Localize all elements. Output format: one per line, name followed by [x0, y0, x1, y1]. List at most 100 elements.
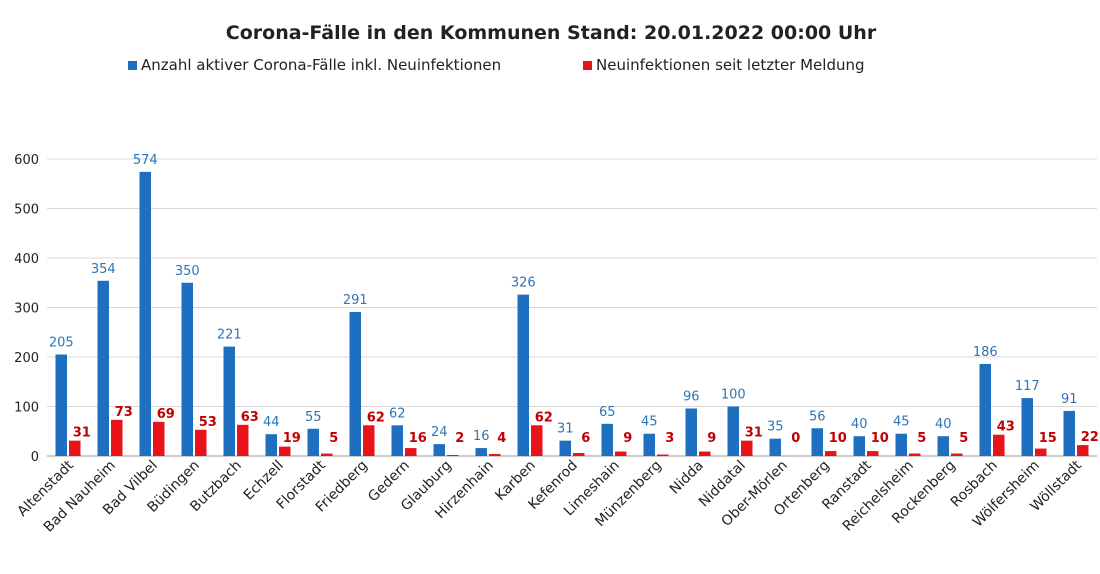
data-label-new-infections: 3 — [665, 431, 674, 446]
data-label-active-cases: 205 — [49, 336, 74, 351]
gridlines — [47, 158, 1097, 457]
bar-active-cases — [643, 433, 655, 456]
y-tick-label: 300 — [14, 302, 39, 317]
data-label-new-infections: 73 — [115, 405, 133, 420]
bar-active-cases — [601, 423, 613, 456]
data-label-active-cases: 117 — [1015, 379, 1040, 394]
data-label-active-cases: 96 — [683, 389, 700, 404]
bar-active-cases — [685, 408, 697, 456]
bar-new-infections — [573, 453, 585, 456]
y-tick-label: 100 — [14, 401, 39, 416]
bar-active-cases — [937, 436, 949, 456]
data-label-new-infections: 2 — [455, 431, 464, 446]
data-label-new-infections: 10 — [871, 431, 889, 446]
y-axis: 0 100 200 300 400 500 600 — [14, 153, 39, 465]
data-label-active-cases: 574 — [133, 153, 158, 168]
bar-new-infections — [237, 424, 249, 456]
bar-active-cases — [1063, 410, 1075, 456]
bar-active-cases — [181, 282, 193, 456]
bar-active-cases — [265, 434, 277, 456]
bar-active-cases — [307, 428, 319, 456]
bar-new-infections — [615, 451, 627, 456]
bar-new-infections — [657, 454, 669, 456]
data-label-new-infections: 43 — [997, 420, 1015, 435]
bar-new-infections — [741, 440, 753, 456]
bar-active-cases — [559, 440, 571, 456]
data-label-active-cases: 62 — [389, 406, 406, 421]
bar-new-infections — [321, 453, 333, 456]
data-label-new-infections: 15 — [1039, 431, 1057, 446]
data-label-active-cases: 354 — [91, 262, 116, 277]
legend-label-new-infections: Neuinfektionen seit letzter Meldung — [596, 56, 865, 74]
bar-new-infections — [993, 434, 1005, 456]
chart-title: Corona-Fälle in den Kommunen Stand: 20.0… — [226, 22, 877, 44]
data-label-active-cases: 100 — [721, 388, 746, 403]
bar-active-cases — [979, 363, 991, 456]
data-label-active-cases: 16 — [473, 429, 490, 444]
data-label-new-infections: 62 — [535, 410, 553, 425]
data-label-active-cases: 40 — [935, 417, 952, 432]
bar-new-infections — [69, 440, 81, 456]
bar-active-cases — [853, 436, 865, 456]
data-label-active-cases: 186 — [973, 345, 998, 360]
data-label-active-cases: 40 — [851, 417, 868, 432]
bars — [55, 171, 1089, 456]
bar-new-infections — [195, 429, 207, 456]
data-label-new-infections: 4 — [497, 431, 506, 446]
data-label-new-infections: 5 — [959, 431, 968, 446]
data-label-new-infections: 10 — [829, 431, 847, 446]
y-tick-label: 600 — [14, 153, 39, 168]
data-label-active-cases: 56 — [809, 409, 826, 424]
bar-new-infections — [951, 453, 963, 456]
bar-active-cases — [1021, 398, 1033, 456]
bar-active-cases — [391, 425, 403, 456]
bar-active-cases — [223, 346, 235, 456]
bar-new-infections — [363, 425, 375, 456]
bar-new-infections — [1077, 445, 1089, 456]
data-label-new-infections: 31 — [73, 426, 91, 441]
bar-active-cases — [727, 406, 739, 456]
bar-new-infections — [699, 451, 711, 456]
x-tick-label: Nidda — [667, 458, 707, 498]
bar-new-infections — [447, 455, 459, 456]
data-label-new-infections: 6 — [581, 431, 590, 446]
bar-active-cases — [475, 448, 487, 456]
data-label-active-cases: 35 — [767, 420, 784, 435]
data-label-active-cases: 55 — [305, 410, 322, 425]
data-label-new-infections: 31 — [745, 426, 763, 441]
legend-swatch-active-cases — [128, 61, 137, 70]
data-label-new-infections: 62 — [367, 410, 385, 425]
data-label-active-cases: 65 — [599, 405, 616, 420]
bar-active-cases — [433, 444, 445, 456]
bar-new-infections — [867, 451, 879, 456]
bar-active-cases — [517, 294, 529, 456]
bar-new-infections — [825, 451, 837, 456]
data-label-active-cases: 350 — [175, 264, 200, 279]
data-label-new-infections: 0 — [791, 431, 800, 446]
data-label-active-cases: 221 — [217, 328, 242, 343]
bar-new-infections — [153, 421, 165, 456]
data-label-new-infections: 53 — [199, 415, 217, 430]
data-label-active-cases: 45 — [641, 415, 658, 430]
bar-new-infections — [1035, 448, 1047, 456]
bar-new-infections — [909, 453, 921, 456]
data-label-active-cases: 45 — [893, 415, 910, 430]
bar-active-cases — [895, 433, 907, 456]
bar-new-infections — [489, 454, 501, 456]
data-label-active-cases: 31 — [557, 422, 574, 437]
data-label-new-infections: 9 — [707, 431, 716, 446]
data-label-new-infections: 22 — [1081, 430, 1099, 445]
data-label-new-infections: 5 — [329, 431, 338, 446]
data-label-active-cases: 91 — [1061, 392, 1078, 407]
bar-new-infections — [405, 448, 417, 456]
y-tick-label: 400 — [14, 252, 39, 267]
legend: Anzahl aktiver Corona-Fälle inkl. Neuinf… — [128, 56, 865, 74]
data-label-new-infections: 16 — [409, 431, 427, 446]
legend-swatch-new-infections — [583, 61, 592, 70]
data-label-new-infections: 69 — [157, 407, 175, 422]
data-label-new-infections: 9 — [623, 431, 632, 446]
bar-active-cases — [55, 354, 67, 456]
bar-active-cases — [349, 311, 361, 456]
